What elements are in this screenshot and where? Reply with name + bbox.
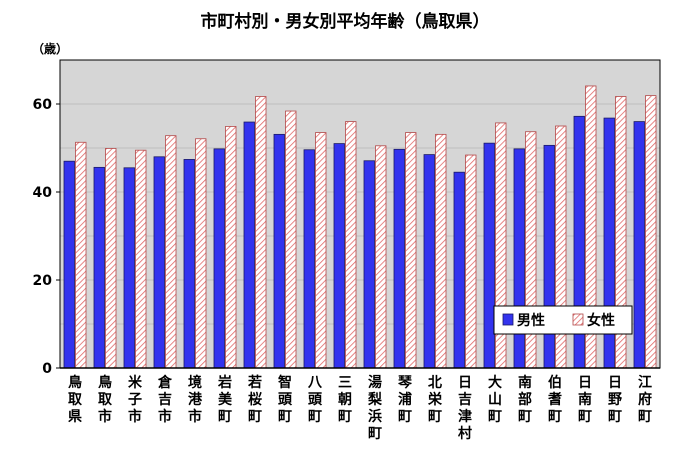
x-tick-label: 江府町	[638, 374, 652, 425]
bar-female	[225, 126, 237, 369]
y-tick-label: 20	[33, 273, 53, 289]
bar-male	[303, 149, 315, 369]
x-tick-label: 八頭町	[307, 375, 323, 425]
bar-female	[135, 149, 147, 369]
bar-male	[183, 159, 195, 369]
x-tick-label: 三朝町	[338, 375, 352, 425]
x-tick-label: 鳥取県	[68, 374, 83, 425]
x-tick-label: 湯梨浜町	[367, 374, 383, 442]
x-tick-label: 大山町	[488, 374, 502, 425]
legend-swatch-male	[502, 313, 514, 326]
bar-male	[633, 121, 645, 369]
legend-label-female: 女性	[587, 312, 615, 329]
y-tick-label: 0	[42, 361, 52, 377]
bar-male	[363, 160, 375, 369]
x-tick-label: 倉吉市	[157, 374, 173, 425]
bar-female	[645, 95, 657, 369]
bar-female	[435, 133, 447, 369]
bar-male	[93, 166, 105, 369]
x-tick-label: 伯耆町	[548, 374, 562, 425]
x-tick-label: 岩美町	[217, 374, 233, 425]
legend-box	[493, 305, 633, 335]
bar-female	[285, 110, 297, 369]
y-tick-label: 40	[33, 185, 53, 201]
bar-male	[453, 171, 465, 369]
bar-male	[123, 167, 135, 369]
bar-female	[465, 154, 477, 369]
x-tick-label: 智頭町	[277, 374, 293, 425]
y-tick-label: 60	[33, 97, 53, 113]
x-tick-label: 日野町	[608, 375, 622, 425]
x-tick-label: 鳥取市	[98, 374, 113, 425]
x-tick-label: 若桜町	[247, 374, 262, 425]
bar-female	[165, 135, 177, 369]
chart-title: 市町村別・男女別平均年齢（鳥取県）	[201, 11, 490, 32]
bar-female	[255, 96, 267, 369]
legend-label-male: 男性	[517, 312, 545, 329]
bar-male	[393, 148, 405, 369]
bar-female	[315, 132, 327, 369]
bar-male	[153, 156, 165, 369]
x-tick-label: 北栄町	[427, 375, 443, 425]
bar-male	[213, 148, 225, 369]
bar-male	[273, 133, 285, 369]
x-tick-label: 日南町	[578, 375, 592, 425]
x-tick-label: 南部町	[518, 374, 532, 425]
bar-female	[345, 121, 357, 369]
bar-male	[63, 160, 75, 369]
x-tick-label: 米子市	[128, 374, 143, 425]
y-axis-unit-label: （歳）	[32, 41, 68, 56]
x-tick-label: 琴浦町	[398, 375, 413, 425]
bar-female	[195, 138, 207, 369]
bar-female	[75, 141, 87, 369]
bar-female	[105, 148, 117, 369]
bar-male	[423, 154, 435, 369]
bar-male	[333, 143, 345, 369]
x-tick-label: 境港市	[188, 374, 203, 425]
bar-male	[513, 148, 525, 369]
bar-female	[405, 132, 417, 369]
bar-male	[243, 121, 255, 369]
bar-male	[483, 142, 495, 369]
legend: 男性 女性	[493, 305, 633, 335]
legend-swatch-female	[572, 313, 584, 326]
x-tick-label: 日吉津村	[458, 375, 472, 442]
bar-male	[543, 144, 555, 369]
bar-female	[375, 145, 387, 369]
